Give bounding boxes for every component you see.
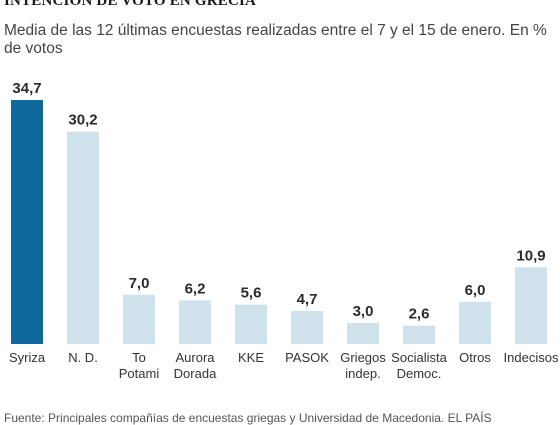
- bar-9: [515, 267, 547, 344]
- value-label-6: 3,0: [353, 303, 374, 320]
- value-label-4: 5,6: [241, 285, 262, 302]
- category-label-2: To Potami: [119, 350, 160, 381]
- bar-8: [459, 301, 491, 344]
- category-label-3: Aurora Dorada: [174, 350, 217, 381]
- value-label-8: 6,0: [465, 282, 486, 299]
- category-label-8: Otros: [459, 350, 491, 365]
- category-label-4: KKE: [238, 350, 264, 365]
- value-label-9: 10,9: [516, 247, 545, 264]
- source-note: Fuente: Principales compañías de encuest…: [4, 411, 492, 425]
- bar-7: [403, 325, 435, 344]
- value-label-0: 34,7: [12, 80, 41, 97]
- category-label-7: Socialista Democ.: [391, 350, 447, 381]
- value-label-7: 2,6: [409, 306, 430, 323]
- category-label-0: Syriza: [9, 350, 46, 365]
- bar-1: [67, 131, 99, 344]
- bar-6: [347, 322, 379, 344]
- category-label-6: Griegos indep.: [340, 350, 386, 381]
- value-label-3: 6,2: [185, 280, 206, 297]
- bar-3: [179, 300, 211, 344]
- bar-0: [11, 100, 43, 344]
- chart-subtitle: Media de las 12 últimas encuestas realiz…: [4, 22, 547, 57]
- value-label-5: 4,7: [297, 291, 318, 308]
- category-label-5: PASOK: [285, 350, 329, 365]
- bar-5: [291, 310, 323, 344]
- value-label-2: 7,0: [129, 275, 150, 292]
- bar-4: [235, 304, 267, 344]
- chart-title: INTENCIÓN DE VOTO EN GRECIA: [4, 0, 257, 9]
- value-label-1: 30,2: [68, 112, 97, 129]
- category-label-9: Indecisos: [504, 350, 559, 365]
- bar-2: [123, 294, 155, 344]
- category-label-1: N. D.: [68, 350, 98, 365]
